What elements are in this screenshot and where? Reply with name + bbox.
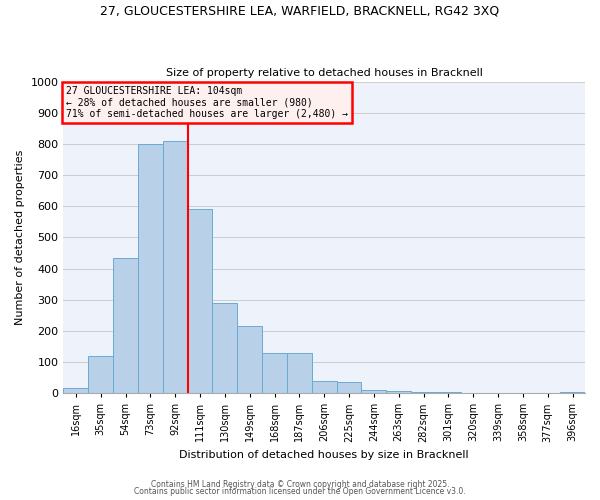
Bar	[560, 392, 585, 393]
Bar	[188, 210, 212, 393]
Bar	[287, 352, 312, 393]
Bar	[386, 390, 411, 393]
Text: 27, GLOUCESTERSHIRE LEA, WARFIELD, BRACKNELL, RG42 3XQ: 27, GLOUCESTERSHIRE LEA, WARFIELD, BRACK…	[100, 5, 500, 18]
Bar	[212, 303, 237, 393]
Bar	[262, 352, 287, 393]
Text: 27 GLOUCESTERSHIRE LEA: 104sqm
← 28% of detached houses are smaller (980)
71% of: 27 GLOUCESTERSHIRE LEA: 104sqm ← 28% of …	[66, 86, 348, 120]
Bar	[361, 390, 386, 393]
Bar	[138, 144, 163, 393]
Bar	[163, 141, 188, 393]
Text: Contains HM Land Registry data © Crown copyright and database right 2025.: Contains HM Land Registry data © Crown c…	[151, 480, 449, 489]
Bar	[436, 392, 461, 393]
X-axis label: Distribution of detached houses by size in Bracknell: Distribution of detached houses by size …	[179, 450, 469, 460]
Bar	[411, 392, 436, 393]
Bar	[337, 382, 361, 393]
Y-axis label: Number of detached properties: Number of detached properties	[15, 150, 25, 325]
Bar	[237, 326, 262, 393]
Bar	[113, 258, 138, 393]
Bar	[461, 392, 485, 393]
Bar	[312, 380, 337, 393]
Bar	[88, 356, 113, 393]
Bar	[64, 388, 88, 393]
Title: Size of property relative to detached houses in Bracknell: Size of property relative to detached ho…	[166, 68, 482, 78]
Text: Contains public sector information licensed under the Open Government Licence v3: Contains public sector information licen…	[134, 487, 466, 496]
